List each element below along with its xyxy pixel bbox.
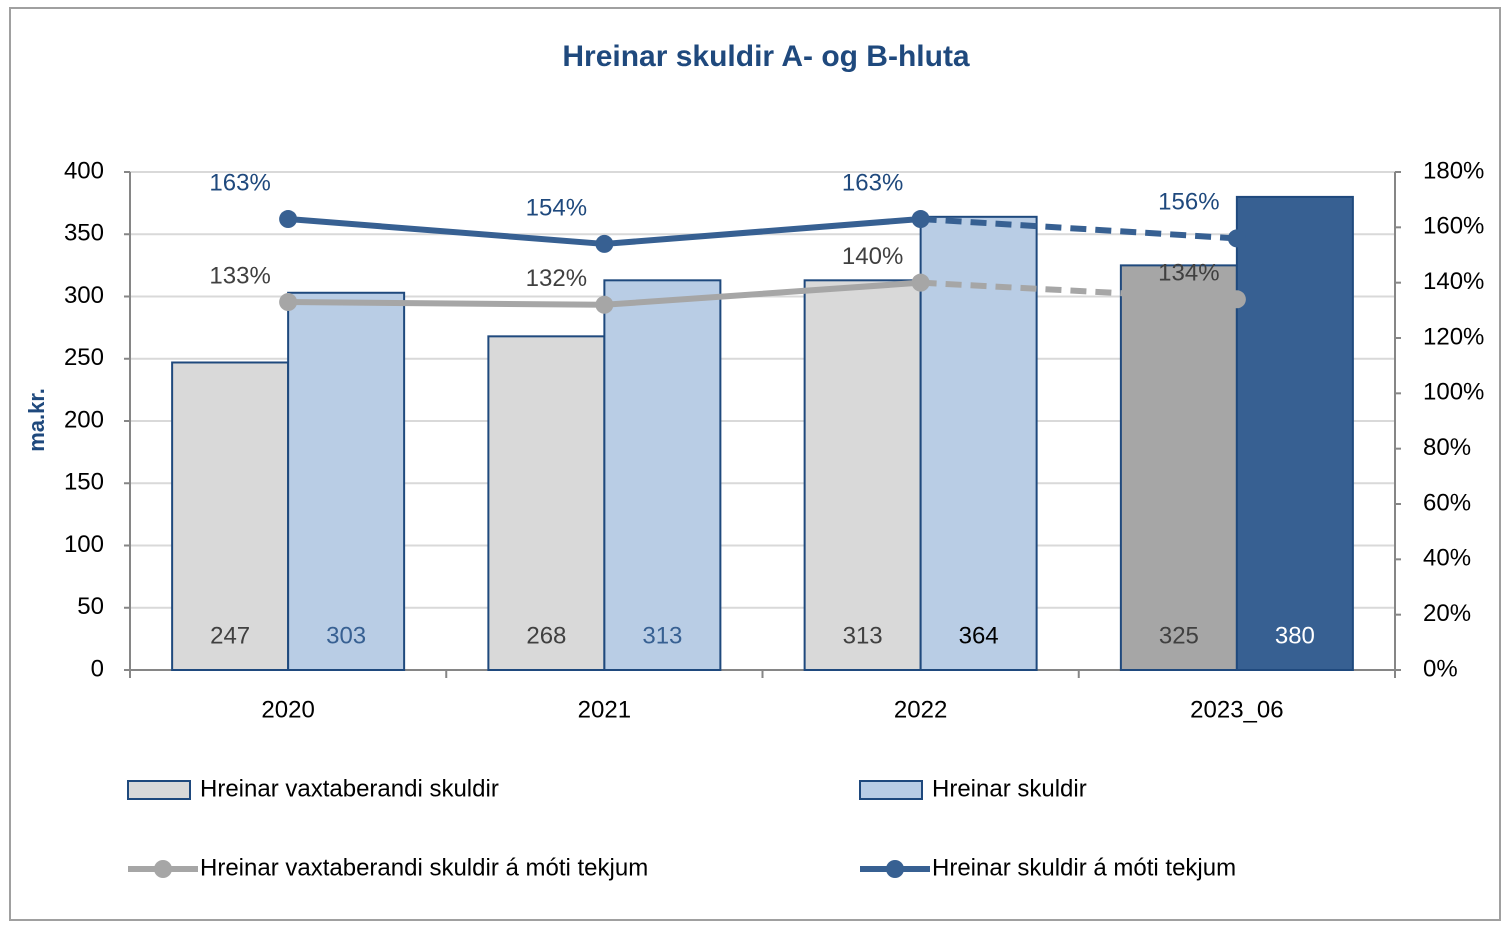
x-tick-label: 2023_06	[1190, 696, 1283, 723]
y2-tick-label: 160%	[1423, 213, 1484, 240]
line-point	[279, 210, 298, 229]
bar-value-label: 247	[210, 622, 250, 649]
line-value-label: 163%	[209, 169, 270, 196]
line-point	[1227, 229, 1246, 248]
legend-label: Hreinar skuldir	[932, 775, 1087, 802]
line-value-label: 154%	[526, 194, 587, 221]
bar-value-label: 313	[843, 622, 883, 649]
y-tick-label: 250	[64, 344, 104, 371]
line-point	[595, 295, 614, 314]
bar	[1235, 195, 1354, 671]
bar-value-label: 380	[1275, 622, 1315, 649]
bar-value-label: 313	[642, 622, 682, 649]
x-tick-label: 2022	[894, 696, 947, 723]
x-tick-label: 2021	[578, 696, 631, 723]
y-tick-label: 350	[64, 220, 104, 247]
y2-tick-label: 120%	[1423, 323, 1484, 350]
y2-tick-label: 60%	[1423, 489, 1471, 516]
line-dashed	[920, 279, 1238, 303]
x-tick-label: 2020	[261, 696, 314, 723]
y2-tick-label: 0%	[1423, 655, 1458, 682]
bar	[919, 215, 1038, 671]
legend-swatch-point	[154, 860, 172, 878]
bar	[171, 361, 290, 671]
line-value-label: 140%	[842, 243, 903, 270]
line-point	[911, 273, 930, 292]
y-axis-label: ma.kr.	[24, 388, 49, 452]
chart-title: Hreinar skuldir A- og B-hluta	[562, 40, 970, 73]
y2-tick-label: 20%	[1423, 600, 1471, 627]
y-tick-label: 0	[91, 655, 104, 682]
legend-label: Hreinar vaxtaberandi skuldir á móti tekj…	[200, 854, 648, 881]
line-dashed	[920, 216, 1238, 242]
line-point	[279, 293, 298, 312]
legend-label: Hreinar skuldir á móti tekjum	[932, 854, 1236, 881]
bar-value-label: 303	[326, 622, 366, 649]
line-point	[595, 234, 614, 253]
bar	[803, 279, 922, 671]
bar-value-label: 268	[526, 622, 566, 649]
y-tick-label: 200	[64, 406, 104, 433]
bar	[487, 335, 606, 671]
y2-tick-label: 180%	[1423, 157, 1484, 184]
y-tick-label: 150	[64, 469, 104, 496]
bar	[287, 291, 406, 671]
line-value-label: 132%	[526, 265, 587, 292]
y-tick-label: 100	[64, 531, 104, 558]
y-tick-label: 300	[64, 282, 104, 309]
bar	[1119, 264, 1238, 671]
line-point	[1227, 290, 1246, 309]
line-value-label: 156%	[1158, 189, 1219, 216]
line-value-label: 163%	[842, 169, 903, 196]
bar-value-label: 325	[1159, 622, 1199, 649]
legend-swatch	[859, 780, 923, 800]
line-value-label: 134%	[1158, 260, 1219, 287]
y2-tick-label: 100%	[1423, 379, 1484, 406]
legend-label: Hreinar vaxtaberandi skuldir	[200, 775, 499, 802]
legend-swatch	[127, 780, 191, 800]
y2-tick-label: 140%	[1423, 268, 1484, 295]
y-tick-label: 400	[64, 157, 104, 184]
legend-swatch-point	[886, 860, 904, 878]
y2-tick-label: 80%	[1423, 434, 1471, 461]
line-value-label: 133%	[209, 262, 270, 289]
bar	[603, 279, 722, 671]
bar-value-label: 364	[959, 622, 999, 649]
y-tick-label: 50	[77, 593, 104, 620]
line-point	[911, 210, 930, 229]
y2-tick-label: 40%	[1423, 545, 1471, 572]
